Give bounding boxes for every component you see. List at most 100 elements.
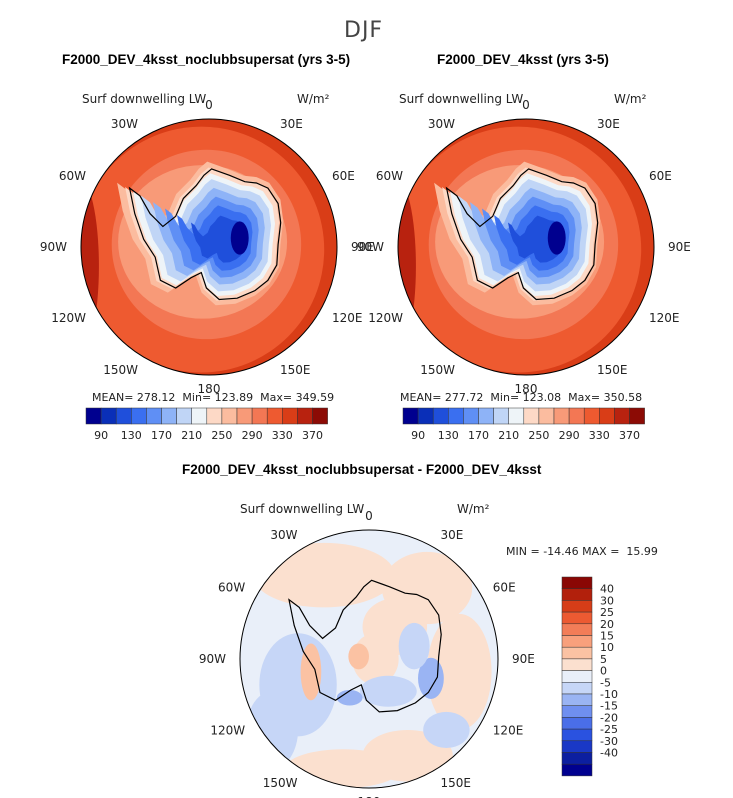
panel2-colorbar-label-1: 130 [438, 429, 459, 442]
panel2-coastline [445, 168, 599, 301]
panel1-colorbar-box-7 [191, 407, 208, 425]
panel2-colorbar-label-2: 170 [468, 429, 489, 442]
panel3-lon-label-2: 60E [493, 581, 516, 595]
panel3-anomaly-2 [427, 613, 492, 730]
panel2-colorbar-box-2 [432, 407, 449, 425]
panel1-mean-label: MEAN= [92, 391, 134, 404]
panel2-variable: Surf downwelling LW [399, 92, 524, 106]
panel1-lon-label-6: 180 [198, 382, 221, 396]
panel2-contour-7 [508, 215, 563, 263]
panel3-lon-label-11: 30W [270, 528, 297, 542]
panel2-colorbar-box-6 [493, 407, 509, 425]
panel2-colorbar-box-4 [463, 407, 479, 425]
panel2-lon-label-9: 90W [357, 240, 384, 254]
panel3-colorbar-label-2: 25 [600, 606, 614, 619]
panel2-min: 123.08 [522, 391, 562, 404]
panel2-lon-label-10: 60W [376, 169, 403, 183]
panel1-lon-label-7: 150W [103, 363, 138, 377]
panel3-anomaly-14 [246, 691, 299, 769]
panel1-colorbar-box-1 [100, 407, 117, 425]
panel2-lon-label-4: 120E [649, 311, 680, 325]
panel3-colorbar-box-4 [561, 623, 593, 636]
panel1-colorbar-box-5 [161, 407, 177, 425]
panel3-map-border [239, 529, 499, 789]
panel3-colorbar-box-0 [561, 576, 593, 589]
panel1-colorbar-box-4 [146, 407, 162, 425]
panel2-colorbar-box-13 [599, 407, 615, 425]
panel1-map [81, 119, 337, 375]
panel3-colorbar-box-10 [561, 693, 593, 706]
panel3-anomaly-8 [300, 643, 322, 701]
panel3-colorbar-box-11 [561, 705, 593, 718]
panel2-max: 350.58 [603, 391, 643, 404]
panel3-colorbar-box-12 [561, 717, 593, 730]
panel3-colorbar-label-13: -30 [600, 735, 618, 748]
panel1-colorbar-label-0: 90 [94, 429, 108, 442]
panel3-colorbar-label-12: -25 [600, 723, 618, 736]
panel1-contour-7 [191, 215, 246, 263]
panel3-lon-label-7: 150W [263, 776, 298, 790]
panel3-lon-label-1: 30E [441, 528, 464, 542]
panel2-colorbar-box-3 [448, 407, 464, 425]
panel1-colorbar-label-4: 250 [211, 429, 232, 442]
panel3-anomaly-9 [348, 643, 369, 670]
panel3-max: 15.99 [626, 545, 658, 558]
panel1-lon-label-10: 60W [59, 169, 86, 183]
panel2-map-border [397, 118, 655, 376]
panel2-colorbar-box-15 [629, 407, 645, 425]
panel1-colorbar-box-8 [206, 407, 223, 425]
panel3-colorbar-label-10: -15 [600, 700, 618, 713]
panel1-lon-label-8: 120W [51, 311, 86, 325]
panel2-lon-label-11: 30W [428, 117, 455, 131]
panel2-colorbar-box-9 [538, 407, 555, 425]
panel1-lon-label-1: 30E [280, 117, 303, 131]
panel2-colorbar-box-10 [553, 407, 570, 425]
panel1-lon-label-2: 60E [332, 169, 355, 183]
panel1-colorbar-label-1: 130 [121, 429, 142, 442]
panel3-min: -14.46 [543, 545, 579, 558]
panel1-colorbar-label-3: 210 [181, 429, 202, 442]
panel3-colorbar-label-9: -10 [600, 688, 618, 701]
panel3-colorbar-box-1 [561, 588, 593, 601]
panel3-colorbar-box-9 [561, 682, 593, 695]
panel3-lon-label-8: 120W [210, 724, 245, 738]
panel1-colorbar-box-12 [266, 407, 283, 425]
panel2-colorbar-box-5 [478, 407, 494, 425]
panel3-lon-label-9: 90W [199, 652, 226, 666]
panel3-anomaly-15 [423, 711, 470, 749]
panel2-units: W/m² [614, 92, 647, 106]
panel1-colorbar-box-14 [297, 407, 313, 425]
panel1-coastline [128, 168, 282, 301]
panel3-lon-label-4: 120E [493, 724, 524, 738]
panel2-lon-label-1: 30E [597, 117, 620, 131]
panel1-max-label: Max= [260, 391, 293, 404]
panel2-mean: 277.72 [444, 391, 484, 404]
panel3-colorbar-box-6 [561, 646, 593, 660]
panel3-units: W/m² [457, 502, 490, 516]
panel2-lon-label-8: 120W [368, 311, 403, 325]
panel2-colorbar-label-0: 90 [411, 429, 425, 442]
panel1-colorbar-label-7: 370 [302, 429, 323, 442]
panel2-map [398, 119, 654, 375]
panel1-units: W/m² [297, 92, 330, 106]
figure-title: DJF [344, 18, 384, 43]
panel1-min-label: Min= [182, 391, 212, 404]
panel1-colorbar-box-0 [85, 407, 102, 425]
panel3-colorbar-box-7 [561, 658, 593, 671]
panel3-colorbar-box-14 [561, 740, 593, 753]
panel3-colorbar-box-15 [561, 752, 593, 765]
panel1-lon-label-0: 0 [205, 98, 213, 112]
panel2-colorbar-box-7 [508, 407, 525, 425]
panel3-anomaly-13 [398, 622, 430, 670]
panel2-colorbar-label-6: 330 [589, 429, 610, 442]
panel3-coastline [288, 579, 442, 713]
panel3-colorbar-box-2 [561, 600, 593, 613]
panel3-colorbar-label-4: 15 [600, 630, 614, 643]
panel2-colorbar-label-3: 210 [498, 429, 519, 442]
panel1-colorbar-box-6 [176, 407, 192, 425]
panel1-mean: 278.12 [136, 391, 176, 404]
panel3-colorbar-label-5: 10 [600, 641, 614, 654]
panel1-colorbar-box-3 [131, 407, 147, 425]
panel2-colorbar-label-4: 250 [528, 429, 549, 442]
panel2-colorbar-box-0 [402, 407, 419, 425]
